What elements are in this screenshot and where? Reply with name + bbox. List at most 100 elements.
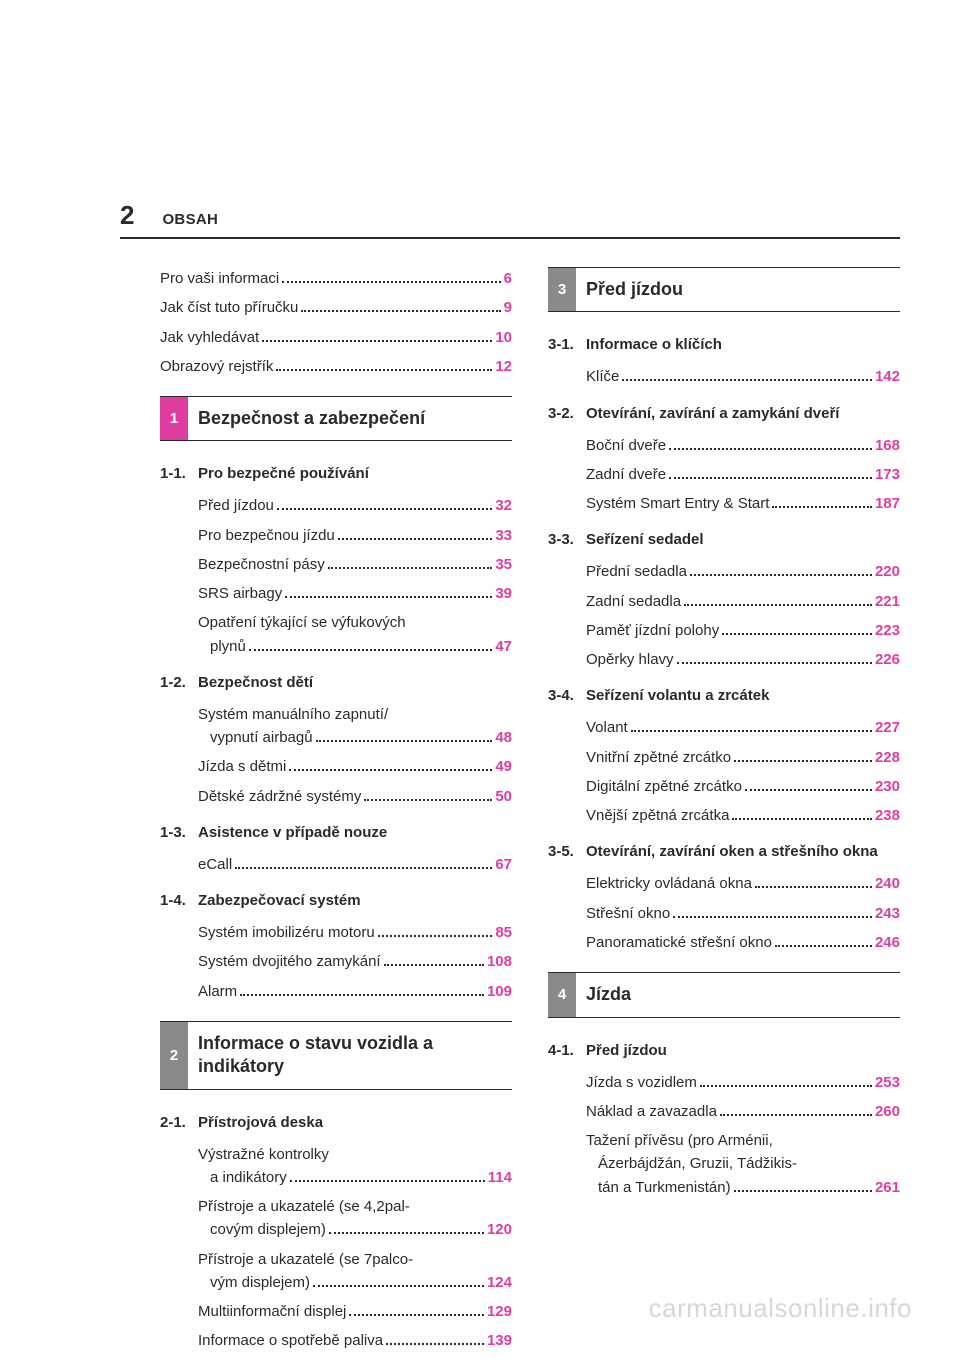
- toc-dots: [631, 730, 872, 732]
- toc-label: Systém dvojitého zamykání: [198, 950, 381, 973]
- sub-num: 3-1.: [548, 334, 586, 355]
- toc-label: Tažení přívěsu (pro Arménii,: [586, 1129, 900, 1152]
- toc-line: Opěrky hlavy226: [586, 648, 900, 671]
- toc-page: 33: [495, 524, 512, 547]
- sub-num: 3-4.: [548, 685, 586, 706]
- toc-dots: [277, 508, 492, 510]
- toc-page: 120: [487, 1218, 512, 1241]
- toc-label: eCall: [198, 853, 232, 876]
- toc-label: Přístroje a ukazatelé (se 7palco-: [198, 1248, 512, 1271]
- toc-page: 243: [875, 902, 900, 925]
- toc-label: Dětské zádržné systémy: [198, 785, 361, 808]
- toc-line: Před jízdou 32: [198, 494, 512, 517]
- sub-heading: 1-2.Bezpečnost dětí: [160, 672, 512, 693]
- page-root: 2 OBSAH Pro vaši informaci 6 Jak číst tu…: [0, 0, 960, 1359]
- toc-dots: [745, 789, 872, 791]
- toc-page: 220: [875, 560, 900, 583]
- toc-label: Systém imobilizéru motoru: [198, 921, 375, 944]
- toc-line: Digitální zpětné zrcátko 230: [586, 775, 900, 798]
- toc-page: 221: [875, 590, 900, 613]
- toc-label: Paměť jízdní polohy: [586, 619, 719, 642]
- toc-page: 142: [875, 365, 900, 388]
- sub-items: Výstražné kontrolky a indikátory114 Přís…: [160, 1143, 512, 1353]
- toc-dots: [276, 369, 492, 371]
- toc-label: Přístroje a ukazatelé (se 4,2pal-: [198, 1195, 512, 1218]
- sub-heading: 1-3.Asistence v případě nouze: [160, 822, 512, 843]
- toc-line: plynů47: [198, 635, 512, 658]
- toc-dots: [755, 886, 872, 888]
- section-title: Před jízdou: [576, 268, 900, 311]
- toc-label: Před jízdou: [198, 494, 274, 517]
- toc-line: vým displejem)124: [198, 1271, 512, 1294]
- toc-dots: [722, 633, 872, 635]
- toc-line: Přední sedadla220: [586, 560, 900, 583]
- toc-line: tán a Turkmenistán)261: [586, 1176, 900, 1199]
- sub-items: Přední sedadla220 Zadní sedadla221 Paměť…: [548, 560, 900, 671]
- toc-line: Dětské zádržné systémy50: [198, 785, 512, 808]
- toc-label: a indikátory: [210, 1166, 287, 1189]
- toc-label: Panoramatické střešní okno: [586, 931, 772, 954]
- sub-heading: 1-4.Zabezpečovací systém: [160, 890, 512, 911]
- toc-page: 48: [495, 726, 512, 749]
- toc-label: Jízda s vozidlem: [586, 1071, 697, 1094]
- sub-items: Boční dveře168 Zadní dveře173 Systém Sma…: [548, 434, 900, 516]
- toc-dots: [673, 916, 872, 918]
- sub-heading: 3-4.Seřízení volantu a zrcátek: [548, 685, 900, 706]
- toc-page: 109: [487, 980, 512, 1003]
- toc-dots: [349, 1314, 484, 1316]
- toc-line: Multiinformační displej129: [198, 1300, 512, 1323]
- toc-label: SRS airbagy: [198, 582, 282, 605]
- toc-page: 173: [875, 463, 900, 486]
- toc-multi: Výstražné kontrolky a indikátory114: [198, 1143, 512, 1190]
- toc-dots: [720, 1114, 872, 1116]
- sub-title: Asistence v případě nouze: [198, 824, 387, 841]
- toc-page: 227: [875, 716, 900, 739]
- toc-label: Jak číst tuto příručku: [160, 296, 298, 319]
- toc-line: Elektricky ovládaná okna240: [586, 872, 900, 895]
- toc-line: Obrazový rejstřík 12: [160, 355, 512, 378]
- toc-line: Zadní sedadla221: [586, 590, 900, 613]
- sub-heading: 3-3.Seřízení sedadel: [548, 529, 900, 550]
- right-column: 3 Před jízdou 3-1.Informace o klíčích Kl…: [548, 267, 900, 1359]
- toc-page: 32: [495, 494, 512, 517]
- sub-items: Systém manuálního zapnutí/ vypnutí airba…: [160, 703, 512, 808]
- toc-page: 12: [495, 355, 512, 378]
- sub-heading: 1-1.Pro bezpečné používání: [160, 463, 512, 484]
- sub-num: 2-1.: [160, 1112, 198, 1133]
- section-num: 2: [160, 1022, 188, 1089]
- toc-dots: [301, 310, 500, 312]
- toc-multi: Tažení přívěsu (pro Arménii, Ázerbájdžán…: [586, 1129, 900, 1199]
- toc-line: Vnější zpětná zrcátka238: [586, 804, 900, 827]
- toc-line: Jízda s dětmi 49: [198, 755, 512, 778]
- toc-label: Vnitřní zpětné zrcátko: [586, 746, 731, 769]
- toc-label: Systém manuálního zapnutí/: [198, 703, 512, 726]
- toc-page: 9: [504, 296, 512, 319]
- toc-label: tán a Turkmenistán): [598, 1176, 731, 1199]
- toc-multi: Přístroje a ukazatelé (se 4,2pal- covým …: [198, 1195, 512, 1242]
- sub-num: 3-3.: [548, 529, 586, 550]
- toc-dots: [732, 818, 872, 820]
- toc-label: Opatření týkající se výfukových: [198, 611, 512, 634]
- toc-label: Jízda s dětmi: [198, 755, 286, 778]
- toc-page: 49: [495, 755, 512, 778]
- toc-line: vypnutí airbagů48: [198, 726, 512, 749]
- toc-dots: [240, 994, 484, 996]
- toc-label: Jak vyhledávat: [160, 326, 259, 349]
- toc-line: Informace o spotřebě paliva139: [198, 1329, 512, 1352]
- toc-dots: [285, 596, 492, 598]
- toc-page: 187: [875, 492, 900, 515]
- toc-page: 230: [875, 775, 900, 798]
- section-title: Bezpečnost a zabezpečení: [188, 397, 512, 440]
- section-header-2: 2 Informace o stavu vozidla a indikátory: [160, 1021, 512, 1090]
- section-title: Informace o stavu vozidla a indikátory: [188, 1022, 512, 1089]
- toc-dots: [775, 945, 872, 947]
- sub-num: 4-1.: [548, 1040, 586, 1061]
- toc-label: Střešní okno: [586, 902, 670, 925]
- toc-label: Alarm: [198, 980, 237, 1003]
- toc-label: Digitální zpětné zrcátko: [586, 775, 742, 798]
- toc-label: Klíče: [586, 365, 619, 388]
- toc-line: Pro vaši informaci 6: [160, 267, 512, 290]
- toc-line: SRS airbagy39: [198, 582, 512, 605]
- toc-line: Klíče 142: [586, 365, 900, 388]
- sub-heading: 4-1.Před jízdou: [548, 1040, 900, 1061]
